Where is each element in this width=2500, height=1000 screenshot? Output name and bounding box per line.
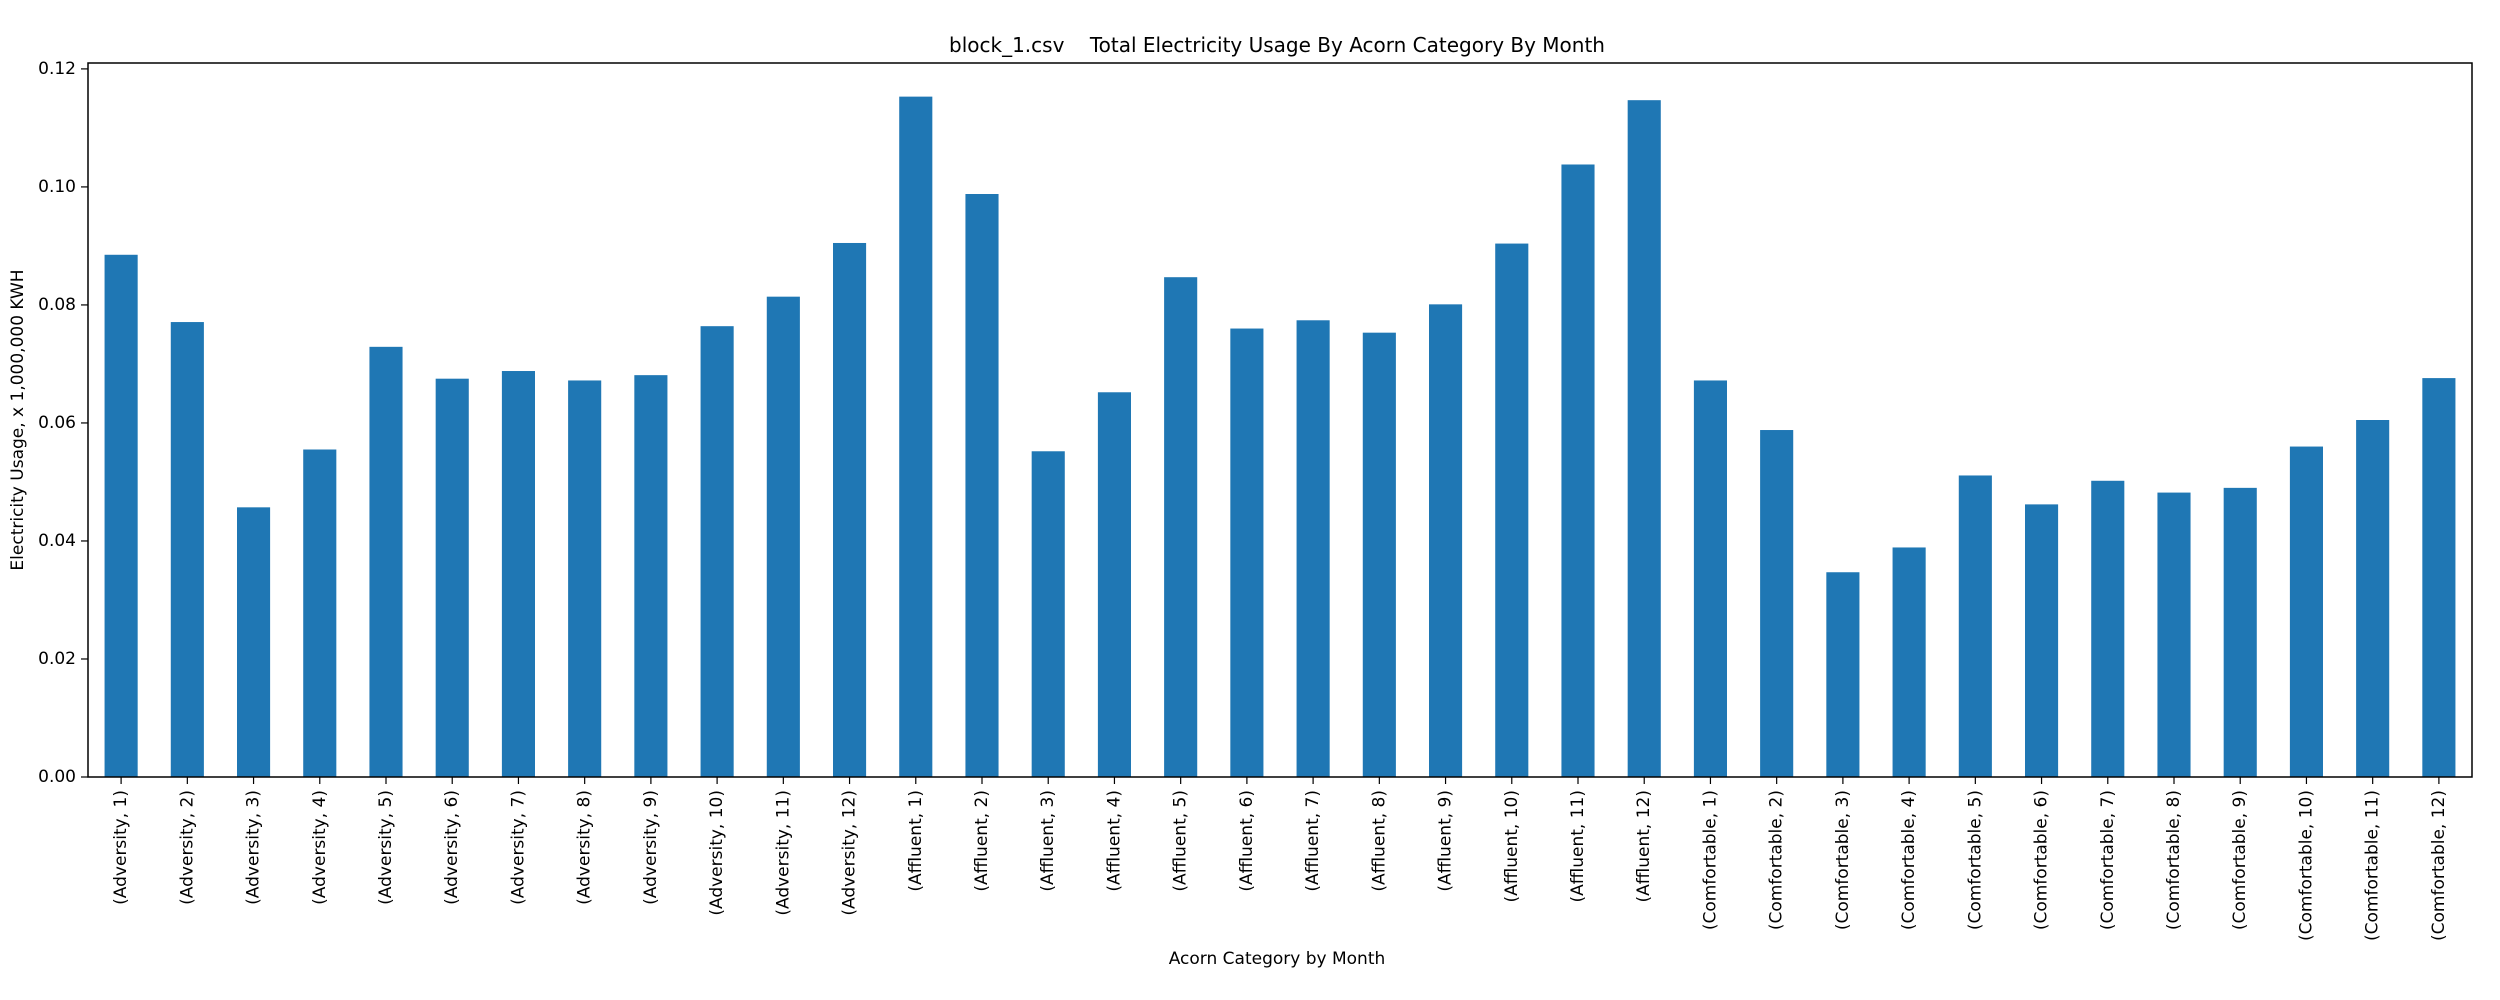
x-tick-label: (Adversity, 7) <box>508 790 528 905</box>
plot-frame <box>87 62 2473 778</box>
chart-title: block_1.csv Total Electricity Usage By A… <box>949 33 1605 57</box>
x-tick-label: (Adversity, 4) <box>310 790 330 905</box>
x-tick-label: (Affluent, 12) <box>1634 790 1654 902</box>
bar <box>2422 378 2456 777</box>
x-tick-label: (Comfortable, 5) <box>1965 790 1985 930</box>
x-tick-label: (Adversity, 10) <box>707 790 727 916</box>
x-tick-label: (Comfortable, 7) <box>2098 790 2118 930</box>
bar <box>501 371 535 777</box>
bar <box>303 449 337 777</box>
x-tick-label: (Comfortable, 2) <box>1767 790 1787 930</box>
x-tick-label: (Affluent, 11) <box>1568 790 1588 902</box>
bar <box>965 194 999 777</box>
x-tick-label: (Affluent, 6) <box>1237 790 1257 892</box>
y-axis-title: Electricity Usage, x 1,000,000 KWH <box>8 269 28 570</box>
x-tick-label: (Affluent, 5) <box>1171 790 1191 892</box>
y-tick-label: 0.12 <box>38 59 76 79</box>
bar <box>2223 487 2257 777</box>
bar <box>766 296 800 777</box>
x-tick-label: (Adversity, 8) <box>575 790 595 905</box>
bar <box>1958 475 1992 777</box>
x-tick-label: (Affluent, 10) <box>1502 790 1522 902</box>
x-tick-label: (Adversity, 12) <box>840 790 860 916</box>
bar <box>1362 332 1396 777</box>
x-tick-label: (Comfortable, 8) <box>2164 790 2184 930</box>
x-tick-label: (Adversity, 9) <box>641 790 661 905</box>
bar <box>2025 504 2059 777</box>
x-tick-label: (Comfortable, 9) <box>2230 790 2250 930</box>
x-tick-label: (Affluent, 7) <box>1303 790 1323 892</box>
bars-group <box>104 96 2456 778</box>
x-tick-label: (Affluent, 4) <box>1104 790 1124 892</box>
x-tick-label: (Adversity, 2) <box>177 790 197 905</box>
bar <box>634 375 668 777</box>
bar <box>1826 572 1860 777</box>
y-tick-label: 0.00 <box>38 767 76 787</box>
x-tick-label: (Comfortable, 4) <box>1899 790 1919 930</box>
x-tick-label: (Comfortable, 10) <box>2296 790 2316 941</box>
bar <box>369 346 403 777</box>
x-tick-label: (Adversity, 1) <box>111 790 131 905</box>
bar <box>1296 320 1330 777</box>
x-axis-title: Acorn Category by Month <box>1169 949 1386 969</box>
bar <box>2356 420 2390 777</box>
x-tick-label: (Comfortable, 3) <box>1833 790 1853 930</box>
bar <box>1429 304 1463 777</box>
bar <box>700 326 734 777</box>
x-tick-label: (Comfortable, 1) <box>1700 790 1720 930</box>
x-tick-label: (Comfortable, 12) <box>2429 790 2449 941</box>
y-tick-label: 0.08 <box>38 295 76 315</box>
bar <box>170 322 204 777</box>
bar <box>237 507 271 777</box>
x-tick-label: (Affluent, 9) <box>1436 790 1456 892</box>
x-axis: (Adversity, 1) (Adversity, 2) (Adversity, … <box>111 777 2449 941</box>
bar <box>1627 100 1661 778</box>
x-tick-label: (Adversity, 3) <box>244 790 264 905</box>
bar <box>1561 164 1595 778</box>
x-tick-label: (Adversity, 5) <box>376 790 396 905</box>
bar <box>2157 492 2191 777</box>
bar <box>1097 392 1131 777</box>
bar <box>899 96 933 777</box>
x-tick-label: (Adversity, 6) <box>442 790 462 905</box>
y-axis: 0.00 0.02 0.04 0.06 0.08 0.10 0.12 <box>38 59 88 787</box>
bar <box>1230 328 1264 777</box>
bar <box>568 380 602 777</box>
x-tick-label: (Comfortable, 6) <box>2032 790 2052 930</box>
bar <box>2091 480 2125 777</box>
x-tick-label: (Affluent, 8) <box>1369 790 1389 892</box>
bar <box>1031 451 1065 777</box>
y-tick-label: 0.06 <box>38 413 76 433</box>
x-tick-label: (Adversity, 11) <box>773 790 793 916</box>
bar <box>1164 277 1198 777</box>
bar <box>1693 380 1727 777</box>
bar <box>833 242 867 778</box>
bar <box>1495 243 1529 777</box>
y-tick-label: 0.02 <box>38 649 76 669</box>
bar <box>1892 547 1926 777</box>
x-tick-label: (Comfortable, 11) <box>2363 790 2383 941</box>
bar <box>435 378 469 777</box>
y-tick-label: 0.04 <box>38 531 76 551</box>
bar <box>1760 430 1794 777</box>
y-tick-label: 0.10 <box>38 177 76 197</box>
bar <box>104 254 138 777</box>
x-tick-label: (Affluent, 3) <box>1038 790 1058 892</box>
x-tick-label: (Affluent, 2) <box>972 790 992 892</box>
x-tick-label: (Affluent, 1) <box>906 790 926 892</box>
bar <box>2289 446 2323 777</box>
